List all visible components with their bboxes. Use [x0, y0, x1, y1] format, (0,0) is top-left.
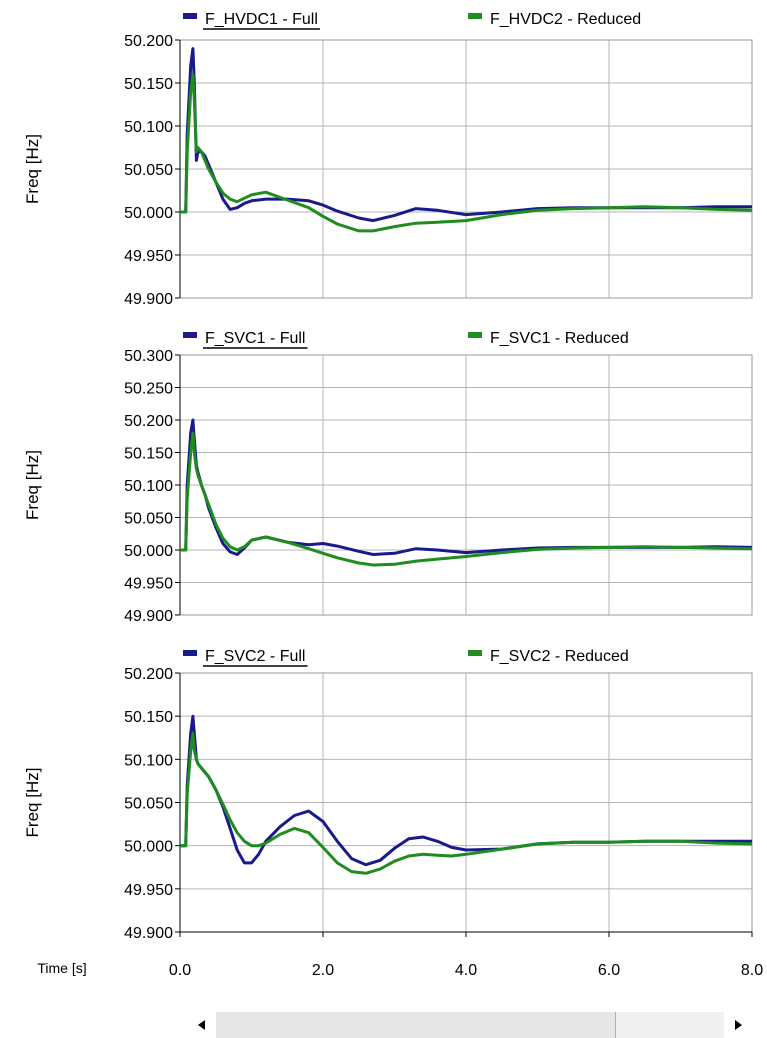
- series-line-2: [180, 72, 753, 233]
- y-tick-label: 49.900: [124, 291, 173, 308]
- y-tick-label: 50.000: [124, 839, 173, 856]
- y-tick-label: 49.950: [124, 576, 173, 593]
- y-tick-label: 49.900: [124, 608, 173, 625]
- chart-panel-2: 50.300 50.250 50.200 50.150 50.100 50.050 50.0…: [23, 330, 753, 625]
- legend-label: F_HVDC2 - Reduced: [490, 11, 641, 28]
- series-line-2: [180, 731, 753, 875]
- legend-label: F_HVDC1 - Full: [205, 11, 318, 28]
- chart-area: 50.200 50.150 50.100 50.050 50.000 49.950 49.9…: [23, 11, 763, 979]
- y-tick-label: 50.150: [124, 446, 173, 463]
- triangle-left-icon: [198, 1020, 205, 1030]
- x-tick-label: 0.0: [169, 962, 191, 979]
- x-tick-label: 4.0: [455, 962, 477, 979]
- y-tick-label: 50.100: [124, 119, 173, 136]
- horizontal-scrollbar[interactable]: [190, 1012, 750, 1038]
- series-line-2: [180, 431, 753, 567]
- x-axis-label: Time [s]: [37, 960, 86, 976]
- y-tick-label: 49.900: [124, 925, 173, 942]
- y-tick-label: 50.150: [124, 709, 173, 726]
- y-tick-label: 50.050: [124, 162, 173, 179]
- chart-panel-1: 50.200 50.150 50.100 50.050 50.000 49.950 49.9…: [23, 11, 753, 308]
- y-axis-label: Freq [Hz]: [23, 768, 42, 838]
- y-axis-label: Freq [Hz]: [23, 134, 42, 204]
- chart-panel-3: 50.200 50.150 50.100 50.050 50.000 49.950 49.9…: [23, 648, 763, 979]
- y-tick-label: 49.950: [124, 248, 173, 265]
- legend-swatch: [468, 13, 482, 19]
- scroll-thumb[interactable]: [216, 1012, 616, 1038]
- y-tick-label: 50.300: [124, 348, 173, 365]
- y-axis-label: Freq [Hz]: [23, 450, 42, 520]
- legend-label: F_SVC2 - Reduced: [490, 648, 629, 665]
- legend-swatch: [183, 650, 197, 656]
- x-tick-label: 6.0: [598, 962, 620, 979]
- legend-swatch: [183, 13, 197, 19]
- legend-swatch: [183, 332, 197, 338]
- y-tick-label: 50.250: [124, 381, 173, 398]
- x-tick-label: 2.0: [312, 962, 334, 979]
- y-tick-label: 50.000: [124, 205, 173, 222]
- y-tick-label: 49.950: [124, 882, 173, 899]
- scroll-right-button[interactable]: [726, 1012, 750, 1038]
- legend-label: F_SVC1 - Reduced: [490, 330, 629, 347]
- y-tick-label: 50.100: [124, 752, 173, 769]
- scroll-left-button[interactable]: [190, 1012, 214, 1038]
- y-tick-label: 50.150: [124, 76, 173, 93]
- y-tick-label: 50.200: [124, 666, 173, 683]
- y-tick-label: 50.050: [124, 511, 173, 528]
- legend-label: F_SVC2 - Full: [205, 648, 305, 665]
- legend-label: F_SVC1 - Full: [205, 330, 305, 347]
- scroll-track[interactable]: [216, 1012, 724, 1038]
- y-tick-label: 50.100: [124, 478, 173, 495]
- x-tick-label: 8.0: [741, 962, 763, 979]
- legend-swatch: [468, 650, 482, 656]
- y-tick-label: 50.200: [124, 413, 173, 430]
- legend-swatch: [468, 332, 482, 338]
- y-tick-label: 50.000: [124, 543, 173, 560]
- y-tick-label: 50.200: [124, 33, 173, 50]
- triangle-right-icon: [735, 1020, 742, 1030]
- y-tick-label: 50.050: [124, 796, 173, 813]
